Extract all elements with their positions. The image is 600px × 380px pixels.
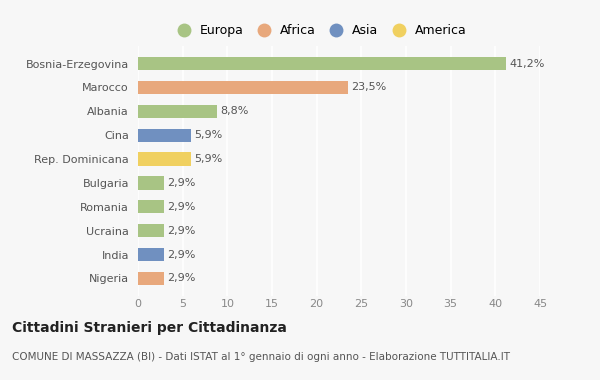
Text: 5,9%: 5,9% <box>194 130 223 140</box>
Text: 8,8%: 8,8% <box>220 106 248 116</box>
Bar <box>138 105 217 118</box>
Bar <box>138 128 191 142</box>
Text: Cittadini Stranieri per Cittadinanza: Cittadini Stranieri per Cittadinanza <box>12 321 287 335</box>
Legend: Europa, Africa, Asia, America: Europa, Africa, Asia, America <box>166 19 472 42</box>
Bar <box>138 248 164 261</box>
Text: 2,9%: 2,9% <box>167 226 196 236</box>
Bar <box>138 176 164 190</box>
Text: 5,9%: 5,9% <box>194 154 223 164</box>
Text: 2,9%: 2,9% <box>167 274 196 283</box>
Text: 2,9%: 2,9% <box>167 250 196 260</box>
Text: 2,9%: 2,9% <box>167 202 196 212</box>
Bar <box>138 81 348 94</box>
Bar <box>138 57 506 70</box>
Text: 41,2%: 41,2% <box>509 59 545 68</box>
Text: COMUNE DI MASSAZZA (BI) - Dati ISTAT al 1° gennaio di ogni anno - Elaborazione T: COMUNE DI MASSAZZA (BI) - Dati ISTAT al … <box>12 352 510 361</box>
Text: 23,5%: 23,5% <box>352 82 387 92</box>
Text: 2,9%: 2,9% <box>167 178 196 188</box>
Bar <box>138 224 164 237</box>
Bar <box>138 200 164 214</box>
Bar <box>138 272 164 285</box>
Bar <box>138 152 191 166</box>
